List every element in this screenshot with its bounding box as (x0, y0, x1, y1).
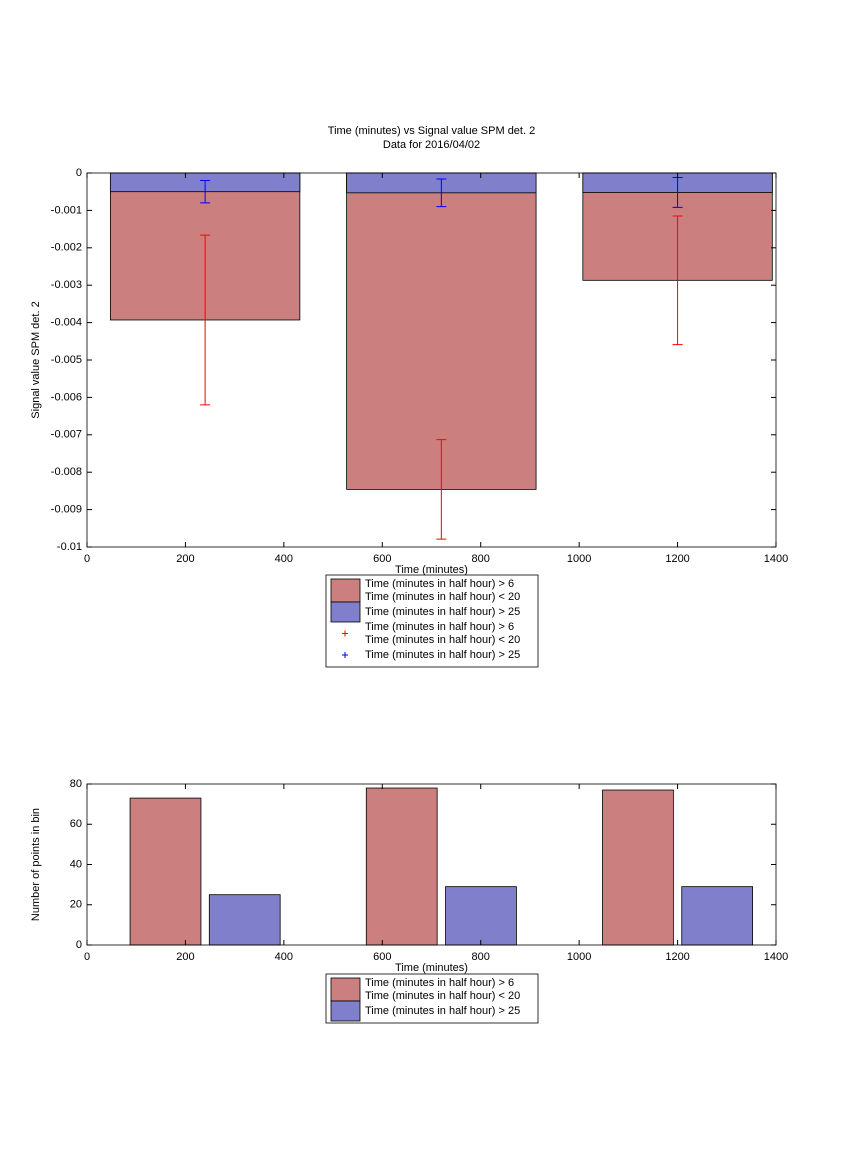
y-tick-label: -0.005 (51, 354, 82, 366)
error-bar (200, 234, 211, 406)
y-tick-label: 60 (70, 818, 82, 830)
y-tick-label: 80 (70, 778, 82, 790)
x-tick-label: 200 (176, 553, 194, 565)
y-tick-label: -0.006 (51, 391, 82, 403)
x-tick-label: 400 (275, 951, 293, 963)
bar (365, 787, 438, 946)
y-tick-label: -0.007 (51, 429, 82, 441)
y-tick-label: -0.003 (51, 279, 82, 291)
error-bar (436, 178, 447, 208)
bar (681, 886, 754, 946)
y-tick-label: -0.009 (51, 504, 82, 516)
x-axis-label: Time (minutes) (395, 564, 468, 576)
y-tick-label: -0.001 (51, 204, 82, 216)
legend-label: Time (minutes in half hour) > 25 (365, 649, 520, 661)
x-tick-label: 800 (472, 951, 490, 963)
legend-marker (342, 652, 348, 658)
bar (129, 797, 202, 946)
y-tick-label: 40 (70, 858, 82, 870)
legend-swatch (330, 1000, 361, 1022)
error-bar (672, 215, 683, 346)
legend-marker (342, 630, 348, 637)
y-axis-label: Signal value SPM det. 2 (30, 301, 42, 418)
x-tick-label: 1400 (764, 951, 788, 963)
legend-label: Time (minutes in half hour) > 6 Time (min… (365, 977, 520, 1002)
x-tick-label: 1200 (665, 951, 689, 963)
legend (325, 574, 539, 668)
legend-label: Time (minutes in half hour) > 6 Time (min… (365, 578, 520, 603)
chart-subtitle: Data for 2016/04/02 (383, 139, 480, 151)
x-tick-label: 1000 (567, 553, 591, 565)
x-tick-label: 600 (373, 553, 391, 565)
y-tick-label: -0.002 (51, 242, 82, 254)
x-tick-label: 1000 (567, 951, 591, 963)
x-tick-label: 200 (176, 951, 194, 963)
y-tick-label: -0.004 (51, 317, 82, 329)
x-axis-label: Time (minutes) (395, 962, 468, 974)
bar (208, 894, 281, 946)
x-tick-label: 0 (84, 951, 90, 963)
bar (602, 789, 674, 946)
legend-swatch (330, 977, 361, 1002)
chart-title: Time (minutes) vs Signal value SPM det. … (328, 125, 535, 137)
y-tick-label: -0.01 (57, 541, 82, 553)
y-tick-label: 0 (76, 939, 82, 951)
x-tick-label: 0 (84, 553, 90, 565)
legend-swatch (330, 578, 361, 603)
error-bar (436, 439, 447, 540)
legend-label: Time (minutes in half hour) > 25 (365, 606, 520, 618)
legend (325, 973, 539, 1024)
y-tick-label: 0 (76, 167, 82, 179)
x-tick-label: 800 (472, 553, 490, 565)
x-tick-label: 400 (275, 553, 293, 565)
y-tick-label: -0.008 (51, 466, 82, 478)
error-bar (200, 179, 211, 204)
bar (445, 886, 517, 946)
legend-swatch (330, 601, 361, 623)
y-tick-label: 20 (70, 899, 82, 911)
legend-label: Time (minutes in half hour) > 25 (365, 1005, 520, 1017)
legend-label: Time (minutes in half hour) > 6 Time (min… (365, 621, 520, 646)
x-tick-label: 600 (373, 951, 391, 963)
x-tick-label: 1200 (665, 553, 689, 565)
x-tick-label: 1400 (764, 553, 788, 565)
y-axis-label: Number of points in bin (30, 808, 42, 921)
